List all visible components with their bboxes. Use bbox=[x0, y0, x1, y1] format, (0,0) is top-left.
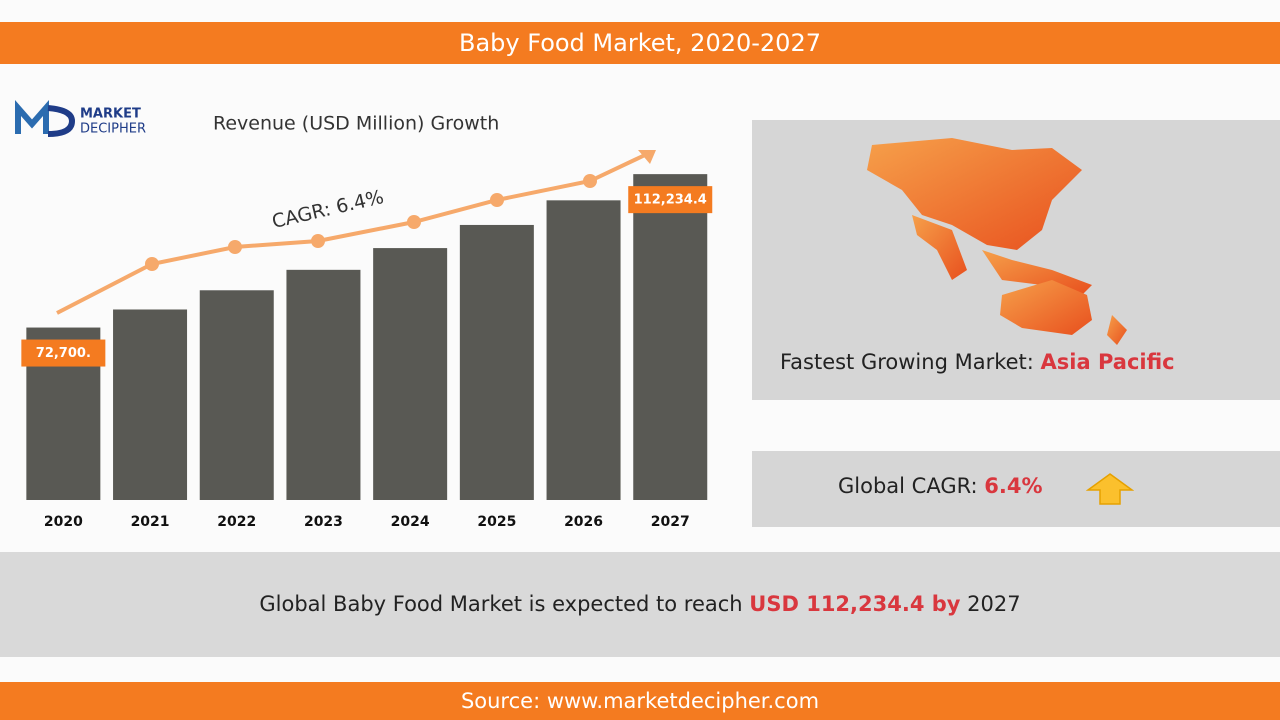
bar bbox=[459, 224, 534, 500]
up-arrow bbox=[1086, 473, 1134, 505]
cagr-text: Global CAGR: 6.4% bbox=[838, 474, 1043, 498]
bar bbox=[286, 269, 361, 500]
india-shape bbox=[912, 215, 967, 280]
islands-shape bbox=[982, 250, 1092, 295]
by: by bbox=[924, 592, 961, 616]
bar bbox=[113, 309, 188, 500]
chart: MARKET DECIPHER Revenue (USD Million) Gr… bbox=[15, 100, 713, 530]
x-tick-label: 2020 bbox=[44, 514, 83, 530]
chart-title: Revenue (USD Million) Growth bbox=[213, 113, 499, 135]
x-tick-label: 2023 bbox=[304, 514, 343, 530]
bar bbox=[373, 248, 448, 500]
bar bbox=[546, 200, 621, 501]
summary: Global Baby Food Market is expected to r… bbox=[0, 552, 1280, 657]
year: 2027 bbox=[960, 592, 1021, 616]
value-label: 112,234.4 bbox=[634, 193, 707, 208]
x-tick-label: 2024 bbox=[391, 514, 430, 530]
map bbox=[867, 138, 1127, 345]
australia-shape bbox=[1000, 280, 1092, 335]
x-tick-label: 2026 bbox=[564, 514, 603, 530]
logo-line2: DECIPHER bbox=[80, 122, 146, 137]
caption: Global CAGR: bbox=[838, 474, 985, 498]
x-tick-label: 2022 bbox=[217, 514, 256, 530]
region: Asia Pacific bbox=[1040, 350, 1175, 374]
trend-dots bbox=[145, 174, 597, 271]
x-tick-label: 2021 bbox=[131, 514, 170, 530]
summary-text: Global Baby Food Market is expected to r… bbox=[259, 592, 750, 616]
bar bbox=[199, 290, 274, 500]
cagr-annotation: CAGR: 6.4% bbox=[270, 186, 386, 233]
logo-line1: MARKET bbox=[80, 107, 141, 122]
logo: MARKET DECIPHER bbox=[15, 100, 146, 137]
value-label-box bbox=[628, 186, 713, 214]
title: Baby Food Market, 2020-2027 bbox=[0, 22, 1280, 64]
source: Source: www.marketdecipher.com bbox=[0, 682, 1280, 720]
cagr-value: 6.4% bbox=[984, 474, 1043, 498]
value-label: 72,700. bbox=[36, 346, 91, 361]
x-tick-label: 2025 bbox=[477, 514, 516, 530]
cagr-panel bbox=[752, 451, 1280, 527]
map-caption: Fastest Growing Market: Asia Pacific bbox=[780, 350, 1175, 374]
trend-line bbox=[56, 153, 646, 315]
trend-arrowhead bbox=[638, 150, 656, 164]
value-label-box bbox=[21, 339, 106, 367]
x-tick-label: 2027 bbox=[651, 514, 690, 530]
map-panel bbox=[752, 120, 1280, 400]
amount: USD 112,234.4 bbox=[749, 592, 925, 616]
caption: Fastest Growing Market: bbox=[780, 350, 1041, 374]
bar bbox=[633, 174, 708, 500]
asia-shape bbox=[867, 138, 1082, 250]
nz-shape bbox=[1107, 315, 1127, 345]
